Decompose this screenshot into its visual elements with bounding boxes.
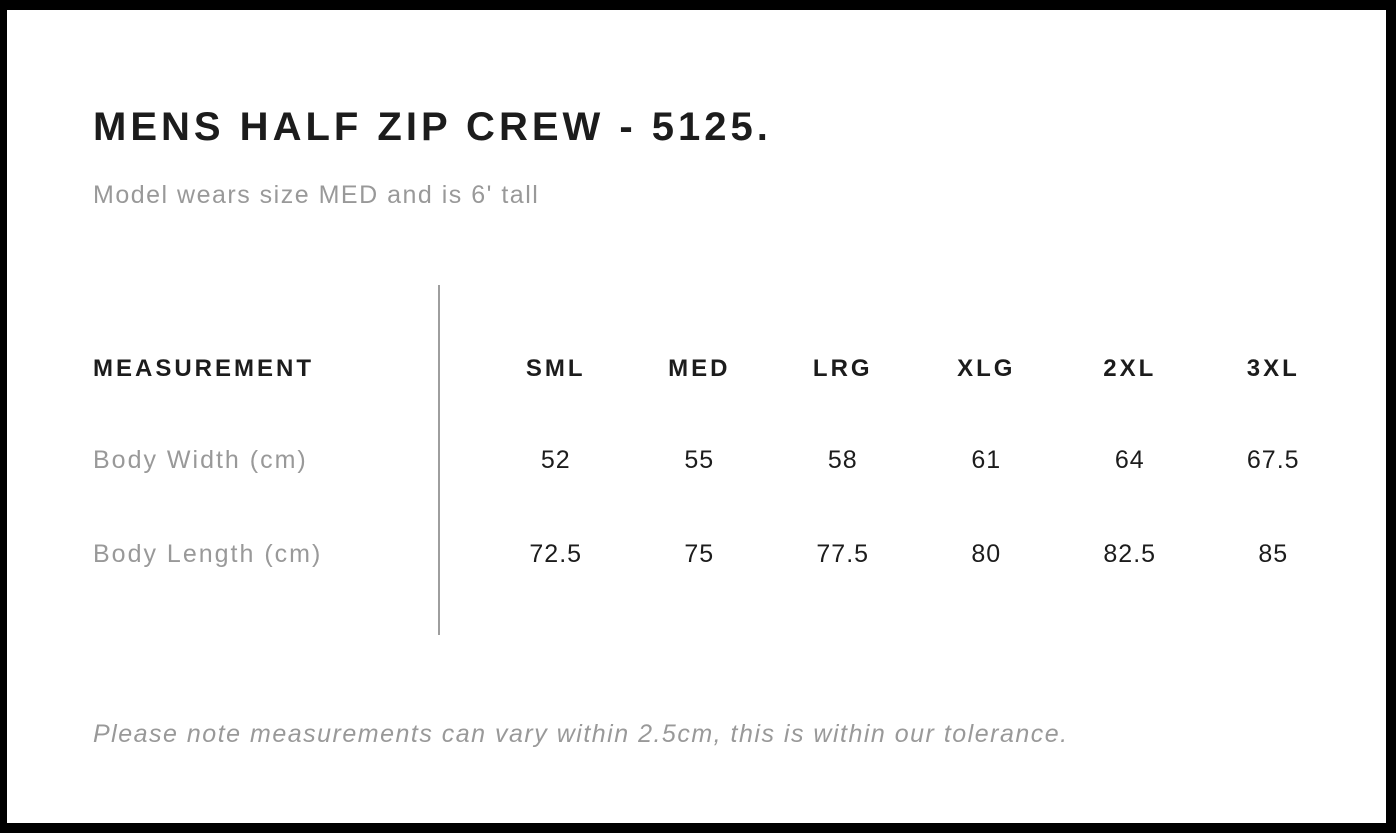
body-width-lrg: 58 xyxy=(827,446,858,474)
body-width-3xl: 67.5 xyxy=(1246,446,1300,474)
column-header-2xl: 2XL xyxy=(1103,355,1157,382)
body-width-med: 55 xyxy=(684,446,715,474)
body-width-2xl: 64 xyxy=(1114,446,1145,474)
size-table-header-row: MEASUREMENT SML MED LRG XLG 2XL 3XL xyxy=(93,354,1345,384)
body-length-2xl: 82.5 xyxy=(1103,540,1157,568)
body-width-xlg: 61 xyxy=(971,446,1002,474)
model-size-info: Model wears size MED and is 6' tall xyxy=(93,181,540,209)
row-label-body-width: Body Width (cm) xyxy=(93,446,308,474)
body-length-med: 75 xyxy=(684,540,715,568)
table-row-body-width: Body Width (cm) 52 55 58 61 64 67.5 xyxy=(93,445,1345,475)
row-label-body-length: Body Length (cm) xyxy=(93,540,323,568)
column-header-3xl: 3XL xyxy=(1246,355,1300,382)
column-header-lrg: LRG xyxy=(812,355,873,382)
column-header-sml: SML xyxy=(525,355,586,382)
table-row-body-length: Body Length (cm) 72.5 75 77.5 80 82.5 85 xyxy=(93,539,1345,569)
column-header-med: MED xyxy=(668,355,731,382)
body-length-lrg: 77.5 xyxy=(816,540,870,568)
column-header-measurement: MEASUREMENT xyxy=(93,355,315,382)
column-header-xlg: XLG xyxy=(957,355,1016,382)
tolerance-note: Please note measurements can vary within… xyxy=(93,720,1069,748)
page-title: MENS HALF ZIP CREW - 5125. xyxy=(93,105,772,149)
body-length-3xl: 85 xyxy=(1258,540,1289,568)
body-length-xlg: 80 xyxy=(971,540,1002,568)
body-width-sml: 52 xyxy=(540,446,571,474)
body-length-sml: 72.5 xyxy=(529,540,583,568)
table-vertical-divider xyxy=(438,285,440,635)
